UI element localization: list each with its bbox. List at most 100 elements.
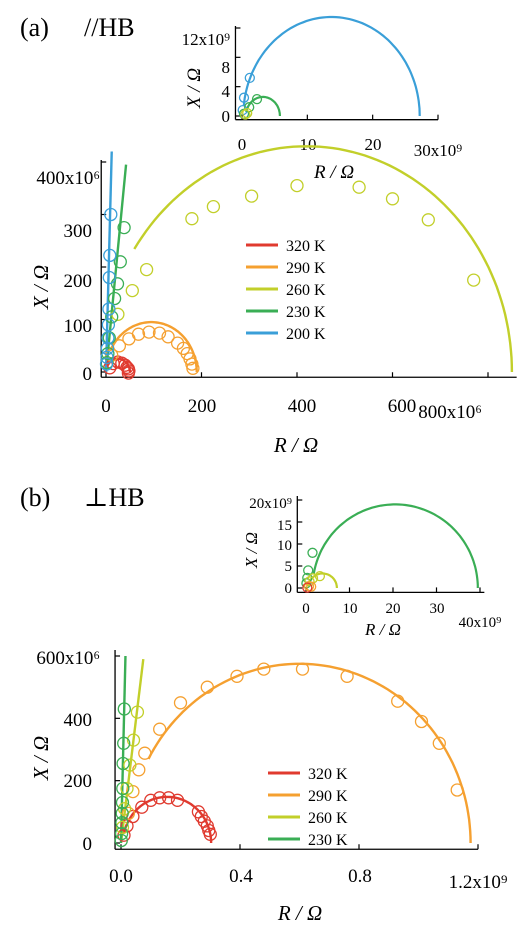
b_main-point-320k (144, 793, 158, 807)
a_main-point-290k (142, 325, 156, 339)
legend-a-label-320: 320 K (286, 238, 326, 255)
b_main-fit-260k (119, 658, 145, 844)
a_main-point-260k (185, 212, 199, 226)
a_main-point-290k (186, 361, 200, 375)
panel-a-inset-xlabel: R / Ω (313, 162, 354, 183)
panel-a-inset-ytick-4: 4 (222, 82, 231, 101)
b_inset-point-260k (314, 570, 326, 582)
panel-b-label: (b) (20, 483, 50, 512)
legend-a-label-260: 260 K (286, 282, 326, 299)
b_main-point-290k (138, 746, 152, 760)
a_main-point-260k (125, 283, 139, 298)
a_main-point-260k (206, 199, 221, 214)
b_main-point-230k (115, 816, 129, 830)
panel-b-inset: 20x10⁹ 15 10 5 0 0 10 20 30 40x10⁹ X / Ω… (242, 496, 501, 639)
b_main-point-290k (391, 694, 405, 708)
panel-a-main: 400x10⁶ 300 200 100 0 0 200 400 600 800x… (29, 145, 517, 457)
a_main-point-290k (161, 330, 175, 344)
panel-b-main-xtick-0.8: 0.8 (348, 866, 372, 887)
panel-a-main-xtick-0: 0 (101, 396, 111, 417)
b_main-point-260k (115, 820, 130, 835)
panel-b-main-xtick-0: 0.0 (109, 866, 133, 887)
a_main-point-320k (121, 366, 136, 380)
panel-a-main-ytick-200: 200 (64, 271, 93, 292)
b_main-point-290k (295, 662, 310, 676)
b_main-point-290k (432, 736, 446, 750)
panel-b-main-xtick-1.2: 1.2x10⁹ (449, 872, 508, 893)
a_main-point-200k (100, 341, 115, 356)
a_main-point-260k (421, 213, 435, 227)
b_main-point-290k (173, 696, 188, 710)
b_inset-point-290k (306, 581, 317, 592)
a_main-fit-260k (133, 145, 514, 373)
panel-b-inset-plot (296, 496, 485, 594)
panel-a-main-xtick-600: 600 (388, 396, 417, 417)
legend-b-label-260: 260 K (308, 810, 348, 827)
a_main-point-260k (385, 192, 400, 206)
panel-a-inset-plot (234, 15, 439, 121)
a_main-point-260k (290, 178, 304, 193)
b_main-point-230k (117, 736, 131, 750)
a_main-fit-230k (104, 164, 128, 373)
panel-b-main-ytick-200: 200 (64, 771, 93, 792)
panel-a-inset-xtick-30: 30x10⁹ (414, 141, 463, 160)
panel-a-inset-ytick-12: 12x10⁹ (182, 30, 231, 49)
panel-b-inset-xtick-0: 0 (302, 601, 310, 617)
b_main-point-260k (120, 781, 134, 796)
a_main-point-260k (244, 189, 259, 203)
panel-a-main-xlabel: R / Ω (273, 433, 318, 457)
panel-a-inset-xtick-20: 20 (365, 135, 382, 154)
a_inset-point-200k (238, 92, 250, 103)
b_main-point-260k (126, 733, 141, 747)
panel-b-main-plot (114, 650, 479, 850)
b_inset-fit-260k (307, 572, 338, 588)
panel-a-main-plot (99, 145, 517, 380)
a_main-point-230k (110, 277, 125, 291)
a_main-point-290k (152, 326, 167, 340)
a_main-point-200k (99, 357, 114, 371)
panel-b-inset-ytick-15: 15 (277, 518, 292, 534)
b_main-point-290k (340, 669, 354, 683)
b_main-point-320k (170, 793, 185, 807)
a_main-point-260k (139, 262, 154, 277)
panel-a-main-ytick-0: 0 (83, 364, 93, 385)
panel-b-inset-xtick-20: 20 (386, 601, 401, 617)
panel-b-inset-xtick-30: 30 (430, 601, 445, 617)
panel-b-inset-xtick-40: 40x10⁹ (459, 615, 502, 631)
panel-b-inset-xlabel: R / Ω (364, 620, 401, 639)
b_inset-fit-230k (312, 503, 479, 588)
b_main-point-290k (200, 680, 214, 694)
b_main-point-230k (115, 806, 129, 821)
b_inset-point-320k (302, 582, 313, 593)
panel-b-main-xlabel: R / Ω (277, 901, 322, 925)
b_main-point-290k (414, 714, 429, 729)
a_main-point-200k (102, 302, 116, 316)
a_main-point-290k (131, 327, 146, 341)
a_inset-point-200k (244, 72, 255, 84)
panel-a-inset-ylabel: X / Ω (184, 68, 205, 109)
panel-a-main-ytick-400: 400x10⁶ (36, 168, 100, 189)
b_main-point-290k (257, 662, 271, 676)
b_main-point-290k (230, 669, 244, 683)
panel-b-main: 600x10⁶ 400 200 0 0.0 0.4 0.8 1.2x10⁹ X … (29, 648, 508, 925)
b_main-point-230k (116, 781, 130, 796)
panel-b-title: ⊥HB (84, 483, 145, 512)
b_main-point-320k (203, 827, 217, 841)
b_main-point-320k (153, 791, 167, 805)
a_inset-fit-230k (245, 95, 281, 116)
b_inset-point-230k (307, 547, 318, 558)
panel-b-main-ytick-400: 400 (64, 710, 93, 731)
b_main-point-290k (450, 783, 464, 797)
panel-b-legend: 320 K 290 K 260 K 230 K (268, 766, 348, 849)
panel-a-label: (a) (20, 13, 49, 42)
a_main-point-200k (100, 350, 114, 364)
panel-a-title: //HB (84, 13, 135, 42)
panel-a-main-ylabel: X / Ω (29, 265, 53, 310)
b_main-point-290k (121, 806, 136, 821)
a_main-point-230k (117, 220, 131, 235)
panel-a-inset-ytick-8: 8 (222, 58, 231, 77)
b_main-point-230k (116, 756, 130, 771)
panel-a-main-xtick-200: 200 (188, 396, 217, 417)
a_main-point-230k (105, 310, 119, 324)
